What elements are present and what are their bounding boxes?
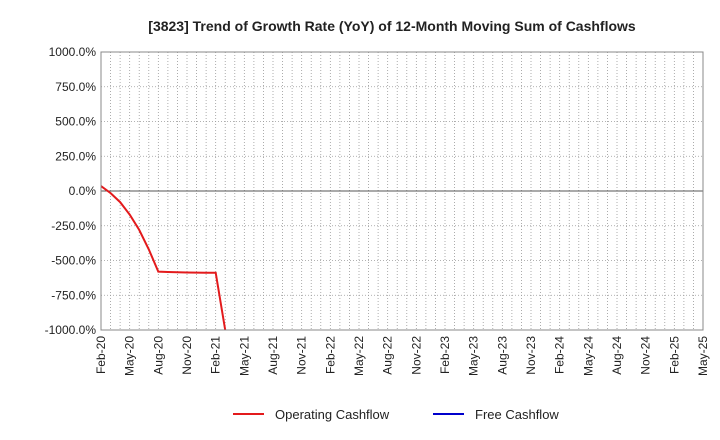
y-tick-label: 250.0% (55, 149, 96, 163)
x-tick-label: Nov-24 (639, 336, 653, 375)
series-line (100, 185, 227, 331)
y-tick-label: 0.0% (69, 184, 97, 198)
x-tick-label: May-25 (696, 336, 710, 376)
x-tick-label: Aug-23 (495, 336, 509, 375)
x-tick-label: Feb-24 (553, 336, 567, 374)
x-tick-label: Nov-23 (524, 336, 538, 375)
x-tick-label: May-21 (237, 336, 251, 376)
x-tick-label: May-22 (352, 336, 366, 376)
legend: Operating Cashflow Free Cashflow (233, 407, 559, 422)
x-tick-label: Aug-21 (266, 336, 280, 375)
legend-label: Free Cashflow (475, 407, 559, 422)
y-tick-label: -500.0% (51, 254, 96, 268)
grid (101, 51, 703, 331)
x-tick-label: Aug-22 (381, 336, 395, 375)
x-tick-label: Nov-20 (180, 336, 194, 375)
y-tick-label: 1000.0% (49, 45, 97, 59)
legend-label: Operating Cashflow (275, 407, 390, 422)
y-axis: 1000.0% 750.0% 500.0% 250.0% 0.0% -250.0% -500… (45, 45, 97, 337)
y-tick-label: 750.0% (55, 80, 96, 94)
y-tick-label: -750.0% (51, 288, 96, 302)
x-tick-label: Nov-22 (409, 336, 423, 375)
x-tick-label: Aug-20 (151, 336, 165, 375)
x-tick-label: Feb-20 (94, 336, 108, 374)
y-tick-label: -250.0% (51, 219, 96, 233)
x-tick-label: May-23 (467, 336, 481, 376)
chart-title: [3823] Trend of Growth Rate (YoY) of 12-… (148, 18, 636, 34)
x-tick-label: Feb-21 (209, 336, 223, 374)
y-tick-label: -1000.0% (45, 323, 97, 337)
x-tick-label: May-24 (581, 336, 595, 376)
x-tick-label: Feb-23 (438, 336, 452, 374)
x-axis: Feb-20 May-20 Aug-20 Nov-20 Feb-21 May-21 Aug-… (94, 336, 710, 376)
plot-lines (100, 185, 227, 331)
plot-frame (100, 51, 704, 331)
x-tick-label: Feb-25 (667, 336, 681, 374)
x-tick-label: Aug-24 (610, 336, 624, 375)
x-tick-label: Nov-21 (295, 336, 309, 375)
x-tick-label: May-20 (123, 336, 137, 376)
y-tick-label: 500.0% (55, 115, 96, 129)
x-tick-label: Feb-22 (323, 336, 337, 374)
